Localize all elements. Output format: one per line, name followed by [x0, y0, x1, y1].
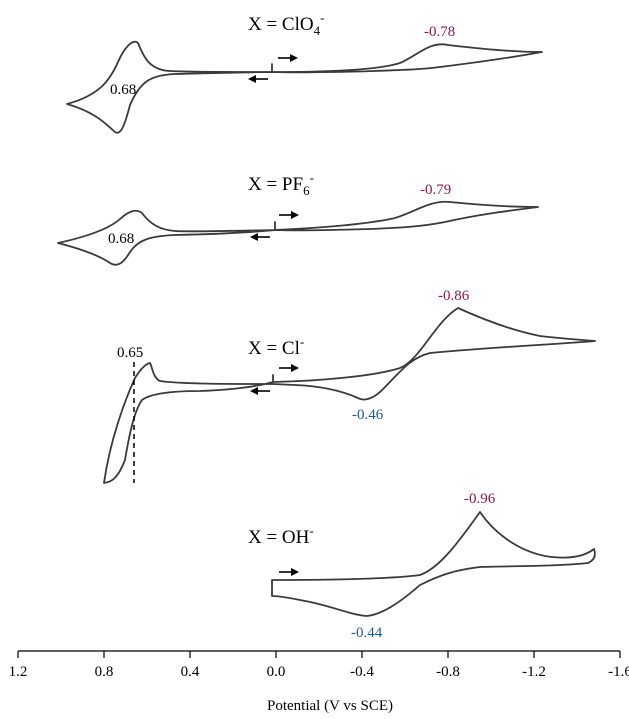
scan-arrow-reverse-pf6 [250, 233, 270, 241]
x-tick-label: 0.4 [181, 664, 200, 680]
panel-clo4: X = ClO4- -0.78 0.68 [66, 10, 543, 134]
cv-trace-cl [103, 307, 596, 484]
x-tick-label: -1.2 [522, 664, 546, 680]
peak-label-cathodic-clo4: -0.78 [424, 24, 455, 40]
peak-label-oxidation-cl: 0.65 [117, 345, 143, 361]
panel-pf6: X = PF6- -0.79 0.68 [57, 170, 539, 266]
panel-title-clo4: X = ClO4- [248, 10, 324, 38]
peak-label-cathodic-oh: -0.96 [464, 491, 496, 507]
panel-title-cl: X = Cl- [248, 334, 304, 359]
peak-label-cathodic-pf6: -0.79 [420, 182, 451, 198]
x-axis-title: Potential (V vs SCE) [267, 698, 393, 714]
x-tick-label: 1.2 [9, 664, 28, 680]
x-tick-label: 0.0 [267, 664, 286, 680]
cv-trace-clo4 [66, 40, 543, 134]
cv-trace-pf6 [57, 200, 539, 266]
scan-arrow-forward-oh [279, 568, 299, 576]
peak-label-anodic-oh: -0.44 [351, 625, 383, 641]
x-tick-label: -0.4 [350, 664, 374, 680]
peak-label-anodic-cl: -0.46 [352, 407, 384, 423]
scan-arrow-forward-pf6 [279, 211, 299, 219]
scan-arrow-forward-cl [279, 364, 299, 372]
peak-label-oxidation-clo4: 0.68 [110, 82, 136, 98]
scan-arrow-reverse-cl [250, 387, 270, 395]
panel-oh: X = OH- -0.96 -0.44 [248, 491, 596, 641]
cv-trace-oh [271, 511, 596, 617]
x-tick-label: 0.8 [95, 664, 114, 680]
scan-arrow-reverse-clo4 [248, 75, 268, 83]
peak-label-cathodic-cl: -0.86 [438, 288, 470, 304]
panel-cl: X = Cl- -0.86 -0.46 0.65 [103, 288, 596, 484]
panel-title-oh: X = OH- [248, 523, 314, 548]
scan-arrow-forward-clo4 [278, 54, 298, 62]
x-tick-label: -0.8 [436, 664, 460, 680]
panel-title-pf6: X = PF6- [248, 170, 314, 198]
x-axis: 1.2 0.8 0.4 0.0 -0.4 -0.8 -1.2 -1.6 [9, 650, 629, 680]
x-tick-label: -1.6 [608, 664, 629, 680]
peak-label-oxidation-pf6: 0.68 [108, 231, 134, 247]
